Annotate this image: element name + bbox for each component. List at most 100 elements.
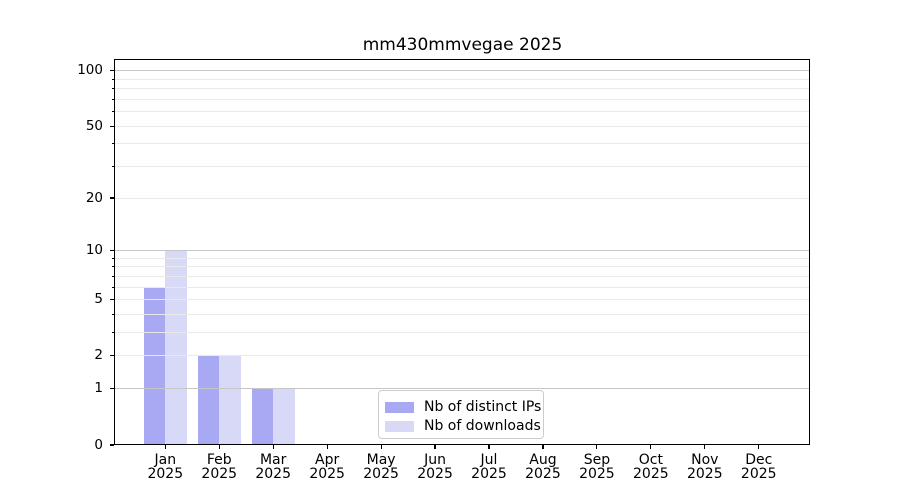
x-tick-month: Apr — [315, 451, 340, 468]
x-tick-label: Jul 2025 — [461, 451, 517, 483]
y-minor-tick — [111, 266, 114, 268]
gridline-minor — [115, 78, 809, 80]
y-minor-tick — [111, 257, 114, 259]
x-tick-label: Aug 2025 — [515, 452, 571, 483]
gridline-minor — [115, 88, 809, 90]
gridline-minor — [115, 266, 809, 268]
y-tick-label: 10 — [85, 242, 103, 259]
gridline-minor — [115, 313, 809, 315]
x-tick-label: May 2025 — [353, 451, 409, 483]
x-tick-month: Feb — [206, 451, 232, 468]
y-tick — [110, 355, 114, 357]
y-tick — [110, 197, 114, 199]
bar-distinct-ips-mar — [251, 388, 274, 445]
y-minor-tick — [111, 111, 114, 113]
x-tick — [704, 445, 706, 449]
x-tick — [272, 445, 274, 449]
y-minor-tick — [111, 88, 114, 90]
x-tick-year: 2025 — [525, 466, 561, 483]
x-tick-year: 2025 — [309, 466, 345, 483]
gridline-minor — [115, 111, 809, 113]
x-tick-label: Jan 2025 — [137, 451, 193, 483]
x-tick — [218, 445, 220, 449]
gridline-minor — [115, 98, 809, 100]
y-minor-tick — [111, 78, 114, 80]
legend-swatch-downloads — [385, 421, 414, 432]
x-tick-month: May — [366, 451, 396, 468]
x-tick-year: 2025 — [579, 466, 615, 483]
y-minor-tick — [111, 286, 114, 288]
bar-downloads-jan — [165, 250, 187, 445]
y-tick-label: 50 — [85, 117, 103, 134]
x-tick-month: Dec — [745, 451, 773, 468]
x-tick — [326, 445, 328, 449]
x-tick-label: Nov 2025 — [677, 451, 733, 483]
x-tick-year: 2025 — [417, 466, 453, 483]
x-tick-year: 2025 — [686, 466, 723, 483]
x-tick-month: Nov — [691, 451, 719, 468]
y-tick-label: 0 — [94, 436, 103, 453]
x-tick — [758, 445, 760, 449]
bar-downloads-feb — [219, 355, 241, 445]
gridline-major — [115, 70, 809, 72]
gridline-minor — [115, 299, 809, 301]
x-tick-label: Oct 2025 — [623, 451, 679, 483]
y-tick-label: 5 — [94, 291, 103, 308]
x-tick-label: Jun 2025 — [407, 451, 463, 483]
bar-distinct-ips-feb — [197, 355, 220, 445]
x-tick — [542, 445, 544, 449]
x-tick-year: 2025 — [363, 466, 399, 483]
y-tick — [110, 249, 114, 252]
x-tick — [164, 445, 166, 449]
x-tick-month: Oct — [638, 451, 663, 468]
gridline-minor — [115, 125, 809, 127]
y-minor-tick — [111, 165, 114, 167]
y-tick-label: 2 — [94, 347, 103, 364]
gridline-minor — [115, 197, 809, 199]
y-tick — [110, 388, 114, 390]
x-tick-year: 2025 — [471, 466, 507, 483]
x-tick-month: Jun — [424, 451, 446, 468]
x-tick — [434, 445, 436, 449]
gridline-minor — [115, 275, 809, 277]
y-minor-tick — [111, 143, 114, 145]
bar-downloads-mar — [273, 388, 295, 445]
y-tick-label: 100 — [77, 62, 103, 79]
gridline-minor — [115, 332, 809, 334]
x-tick-month: Sep — [583, 451, 611, 468]
gridline-minor — [115, 165, 809, 167]
gridline-minor — [115, 143, 809, 145]
x-tick — [380, 445, 382, 449]
x-tick — [650, 445, 652, 449]
y-minor-tick — [111, 332, 114, 334]
gridline-minor — [115, 286, 809, 288]
x-tick — [596, 445, 598, 449]
x-tick-year: 2025 — [740, 466, 777, 483]
x-tick — [488, 445, 490, 449]
y-tick-label: 1 — [94, 380, 103, 397]
y-tick — [110, 444, 114, 446]
legend-label-downloads: Nb of downloads — [424, 418, 541, 434]
x-tick-year: 2025 — [147, 466, 184, 483]
x-tick-year: 2025 — [255, 466, 291, 483]
x-tick-label: Sep 2025 — [569, 451, 625, 483]
y-minor-tick — [111, 313, 114, 315]
y-minor-tick — [111, 275, 114, 277]
x-tick-month: Jul — [480, 451, 498, 468]
legend: Nb of distinct IPs Nb of downloads — [378, 390, 544, 439]
y-tick — [110, 299, 114, 301]
legend-item-downloads: Nb of downloads — [385, 417, 543, 436]
bar-distinct-ips-jan — [143, 287, 166, 445]
x-tick-label: Feb 2025 — [191, 451, 247, 483]
y-tick — [110, 70, 114, 72]
gridline-minor — [115, 257, 809, 259]
x-tick-year: 2025 — [201, 466, 238, 483]
x-tick-label: Mar 2025 — [245, 451, 301, 483]
legend-swatch-distinct-ips — [385, 402, 414, 413]
legend-label-distinct-ips: Nb of distinct IPs — [424, 399, 542, 415]
x-tick-month: Mar — [259, 451, 287, 468]
x-tick-label: Apr 2025 — [299, 451, 355, 483]
gridline-minor — [115, 355, 809, 357]
x-tick-month: Jan — [154, 451, 177, 468]
